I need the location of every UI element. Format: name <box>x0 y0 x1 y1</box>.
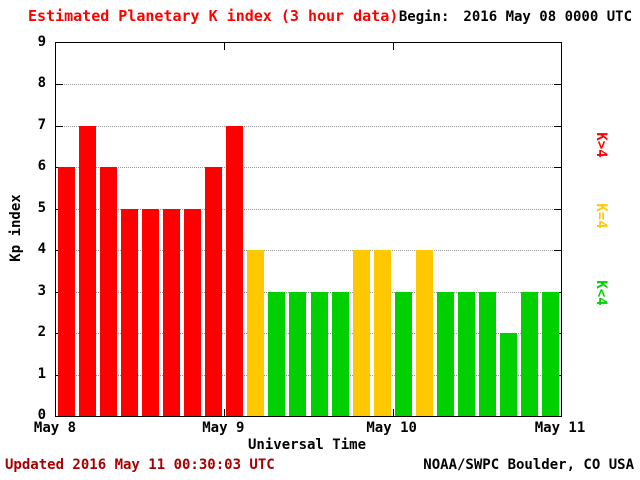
begin-value: 2016 May 08 0000 UTC <box>463 9 632 25</box>
kp-bar <box>394 291 412 416</box>
x-tick-label: May 8 <box>33 420 77 436</box>
y-tick-label: 3 <box>37 282 46 299</box>
gridline <box>56 84 561 86</box>
y-tick-label: 4 <box>37 241 46 258</box>
kp-bar <box>499 333 517 416</box>
y-axis-tick <box>554 208 561 210</box>
kp-bar <box>478 291 496 416</box>
legend-k-below-4: K<4 <box>593 280 609 306</box>
x-axis-tick <box>224 43 226 50</box>
x-axis-label: Universal Time <box>247 437 367 453</box>
y-tick-label: 6 <box>37 158 46 175</box>
kp-bar <box>310 291 328 416</box>
kp-bar <box>352 250 370 416</box>
gridline <box>56 291 561 293</box>
kp-bar <box>58 167 76 416</box>
y-tick-label: 5 <box>37 199 46 216</box>
y-tick-label: 8 <box>37 75 46 92</box>
y-axis-tick <box>56 84 63 86</box>
x-tick-label: May 11 <box>534 420 586 436</box>
kp-bar <box>268 291 286 416</box>
kp-bar <box>226 125 244 416</box>
kp-bar <box>331 291 349 416</box>
kp-bar <box>121 208 139 416</box>
plot-area <box>55 42 562 417</box>
kp-bar <box>79 125 97 416</box>
legend-k-above-4: K>4 <box>593 132 609 158</box>
y-tick-label: 2 <box>37 324 46 341</box>
updated-timestamp: Updated 2016 May 11 00:30:03 UTC <box>5 457 275 473</box>
kp-bar <box>163 208 181 416</box>
kp-bar <box>100 167 118 416</box>
y-axis-tick <box>554 167 561 169</box>
kp-bar <box>289 291 307 416</box>
gridline <box>56 125 561 127</box>
y-axis-tick <box>554 250 561 252</box>
kp-bar <box>205 167 223 416</box>
kp-bar <box>142 208 160 416</box>
y-axis-tick <box>554 125 561 127</box>
gridline <box>56 167 561 169</box>
y-axis-tick <box>56 125 63 127</box>
x-axis-tick <box>392 43 394 50</box>
y-tick-label: 1 <box>37 365 46 382</box>
chart-title: Estimated Planetary K index (3 hour data… <box>28 7 399 25</box>
y-tick-label: 7 <box>37 116 46 133</box>
kp-bar <box>184 208 202 416</box>
x-tick-label: May 9 <box>202 420 245 436</box>
legend-k-equal-4: K=4 <box>593 203 609 229</box>
gridline <box>56 250 561 252</box>
gridline <box>56 333 561 335</box>
kp-bar <box>373 250 391 416</box>
kp-bar <box>247 250 265 416</box>
kp-bar <box>415 250 433 416</box>
y-axis-tick <box>554 84 561 86</box>
begin-timestamp: Begin: 2016 May 08 0000 UTC <box>399 9 632 25</box>
kp-bar <box>457 291 475 416</box>
kp-bar <box>541 291 559 416</box>
kp-bar <box>436 291 454 416</box>
x-axis-tick <box>224 409 226 416</box>
y-tick-label: 9 <box>37 34 46 50</box>
source-attribution: NOAA/SWPC Boulder, CO USA <box>423 457 634 473</box>
gridline <box>56 374 561 376</box>
begin-label: Begin: <box>398 9 450 25</box>
y-tick-label: 0 <box>37 407 46 423</box>
x-axis-tick <box>392 409 394 416</box>
gridline <box>56 208 561 210</box>
kp-bar <box>520 291 538 416</box>
x-tick-label: May 10 <box>366 420 417 436</box>
